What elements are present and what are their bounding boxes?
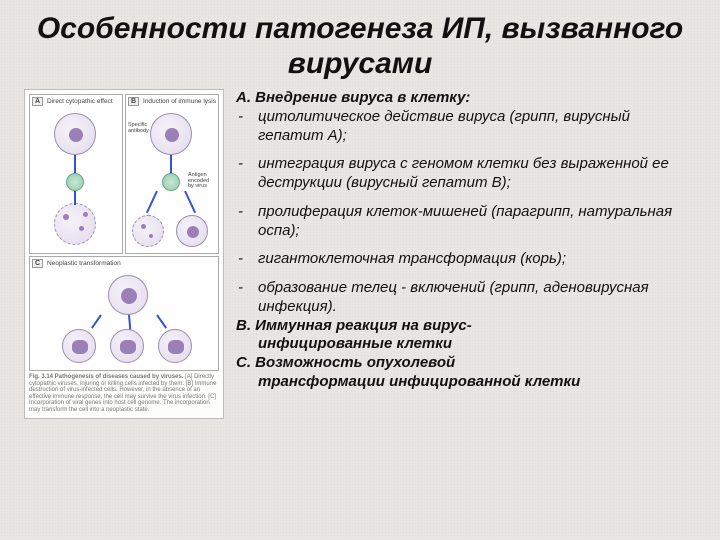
dash-icon: -	[236, 279, 258, 317]
arrow-icon	[146, 191, 158, 214]
arrow-icon	[170, 155, 172, 173]
fragment-icon	[141, 224, 146, 229]
bullet-item: - образование телец - включений (грипп, …	[236, 279, 696, 317]
section-b-head: В. Иммунная реакция на вирус-	[236, 317, 696, 336]
cell-lysed-icon	[132, 215, 164, 247]
arrow-icon	[184, 191, 196, 214]
bullet-text: интеграция вируса с геномом клетки без в…	[258, 155, 696, 193]
bullet-item: - интеграция вируса с геномом клетки без…	[236, 155, 696, 193]
panel-c-label: C	[32, 259, 43, 268]
nucleus-icon	[165, 128, 179, 142]
nucleus-icon	[72, 340, 88, 354]
nucleus-icon	[168, 340, 184, 354]
section-b-sub: инфицированные клетки	[258, 335, 696, 354]
section-c-sub: трансформации инфицированной клетки	[258, 373, 696, 392]
text-column: А. Внедрение вируса в клетку: - цитолити…	[236, 89, 696, 419]
nucleus-icon	[120, 340, 136, 354]
arrow-icon	[74, 191, 76, 205]
panel-a: A Direct cytopathic effect	[29, 94, 123, 254]
arrow-icon	[74, 155, 76, 173]
bullet-text: цитолитическое действие вируса (грипп, в…	[258, 108, 696, 146]
cell-icon	[62, 329, 96, 363]
bullet-item: - пролиферация клеток-мишеней (парагрипп…	[236, 203, 696, 241]
nucleus-icon	[69, 128, 83, 142]
panel-c-title: Neoplastic transformation	[47, 260, 121, 267]
fragment-icon	[149, 234, 153, 238]
fragment-icon	[63, 214, 69, 220]
panel-b: B Induction of immune lysis Specific ant…	[125, 94, 219, 254]
cell-icon	[54, 113, 96, 155]
figure-top-panels: A Direct cytopathic effect	[29, 94, 219, 254]
cell-icon	[110, 329, 144, 363]
bullet-text: пролиферация клеток-мишеней (парагрипп, …	[258, 203, 696, 241]
cell-lysed-icon	[54, 203, 96, 245]
cell-icon	[108, 275, 148, 315]
panel-b-note1: Specific antibody	[128, 123, 148, 134]
arrow-icon	[91, 314, 102, 328]
figure: A Direct cytopathic effect	[24, 89, 224, 419]
cell-icon	[150, 113, 192, 155]
fragment-icon	[83, 212, 88, 217]
panel-b-note2: Antigen encoded by virus	[188, 173, 216, 190]
caption-body: [A] Directly cytopathic viruses, injurin…	[29, 374, 216, 413]
cell-icon	[158, 329, 192, 363]
virus-icon	[66, 173, 84, 191]
bullet-text: гигантоклеточная трансформация (корь);	[258, 250, 696, 269]
slide: Особенности патогенеза ИП, вызванного ви…	[0, 0, 720, 540]
dash-icon: -	[236, 155, 258, 193]
bullet-item: - гигантоклеточная трансформация (корь);	[236, 250, 696, 269]
cell-icon	[176, 215, 208, 247]
panel-a-label: A	[32, 97, 43, 106]
panel-b-label: B	[128, 97, 139, 106]
bullet-text: образование телец - включений (грипп, ад…	[258, 279, 696, 317]
figure-caption: Fig. 3.14 Pathogenesis of diseases cause…	[29, 374, 219, 414]
virus-icon	[162, 173, 180, 191]
caption-title: Fig. 3.14 Pathogenesis of diseases cause…	[29, 374, 183, 380]
section-c-head: С. Возможность опухолевой	[236, 354, 696, 373]
dash-icon: -	[236, 250, 258, 269]
dash-icon: -	[236, 203, 258, 241]
section-a-head: А. Внедрение вируса в клетку:	[236, 89, 696, 108]
panel-a-title: Direct cytopathic effect	[47, 98, 113, 105]
slide-title: Особенности патогенеза ИП, вызванного ви…	[24, 12, 696, 81]
arrow-icon	[156, 314, 167, 328]
panel-c: C Neoplastic transformation	[29, 256, 219, 371]
nucleus-icon	[121, 288, 137, 304]
fragment-icon	[79, 226, 84, 231]
dash-icon: -	[236, 108, 258, 146]
content-row: A Direct cytopathic effect	[24, 89, 696, 419]
panel-b-title: Induction of immune lysis	[143, 98, 216, 105]
bullet-item: - цитолитическое действие вируса (грипп,…	[236, 108, 696, 146]
nucleus-icon	[187, 226, 199, 238]
